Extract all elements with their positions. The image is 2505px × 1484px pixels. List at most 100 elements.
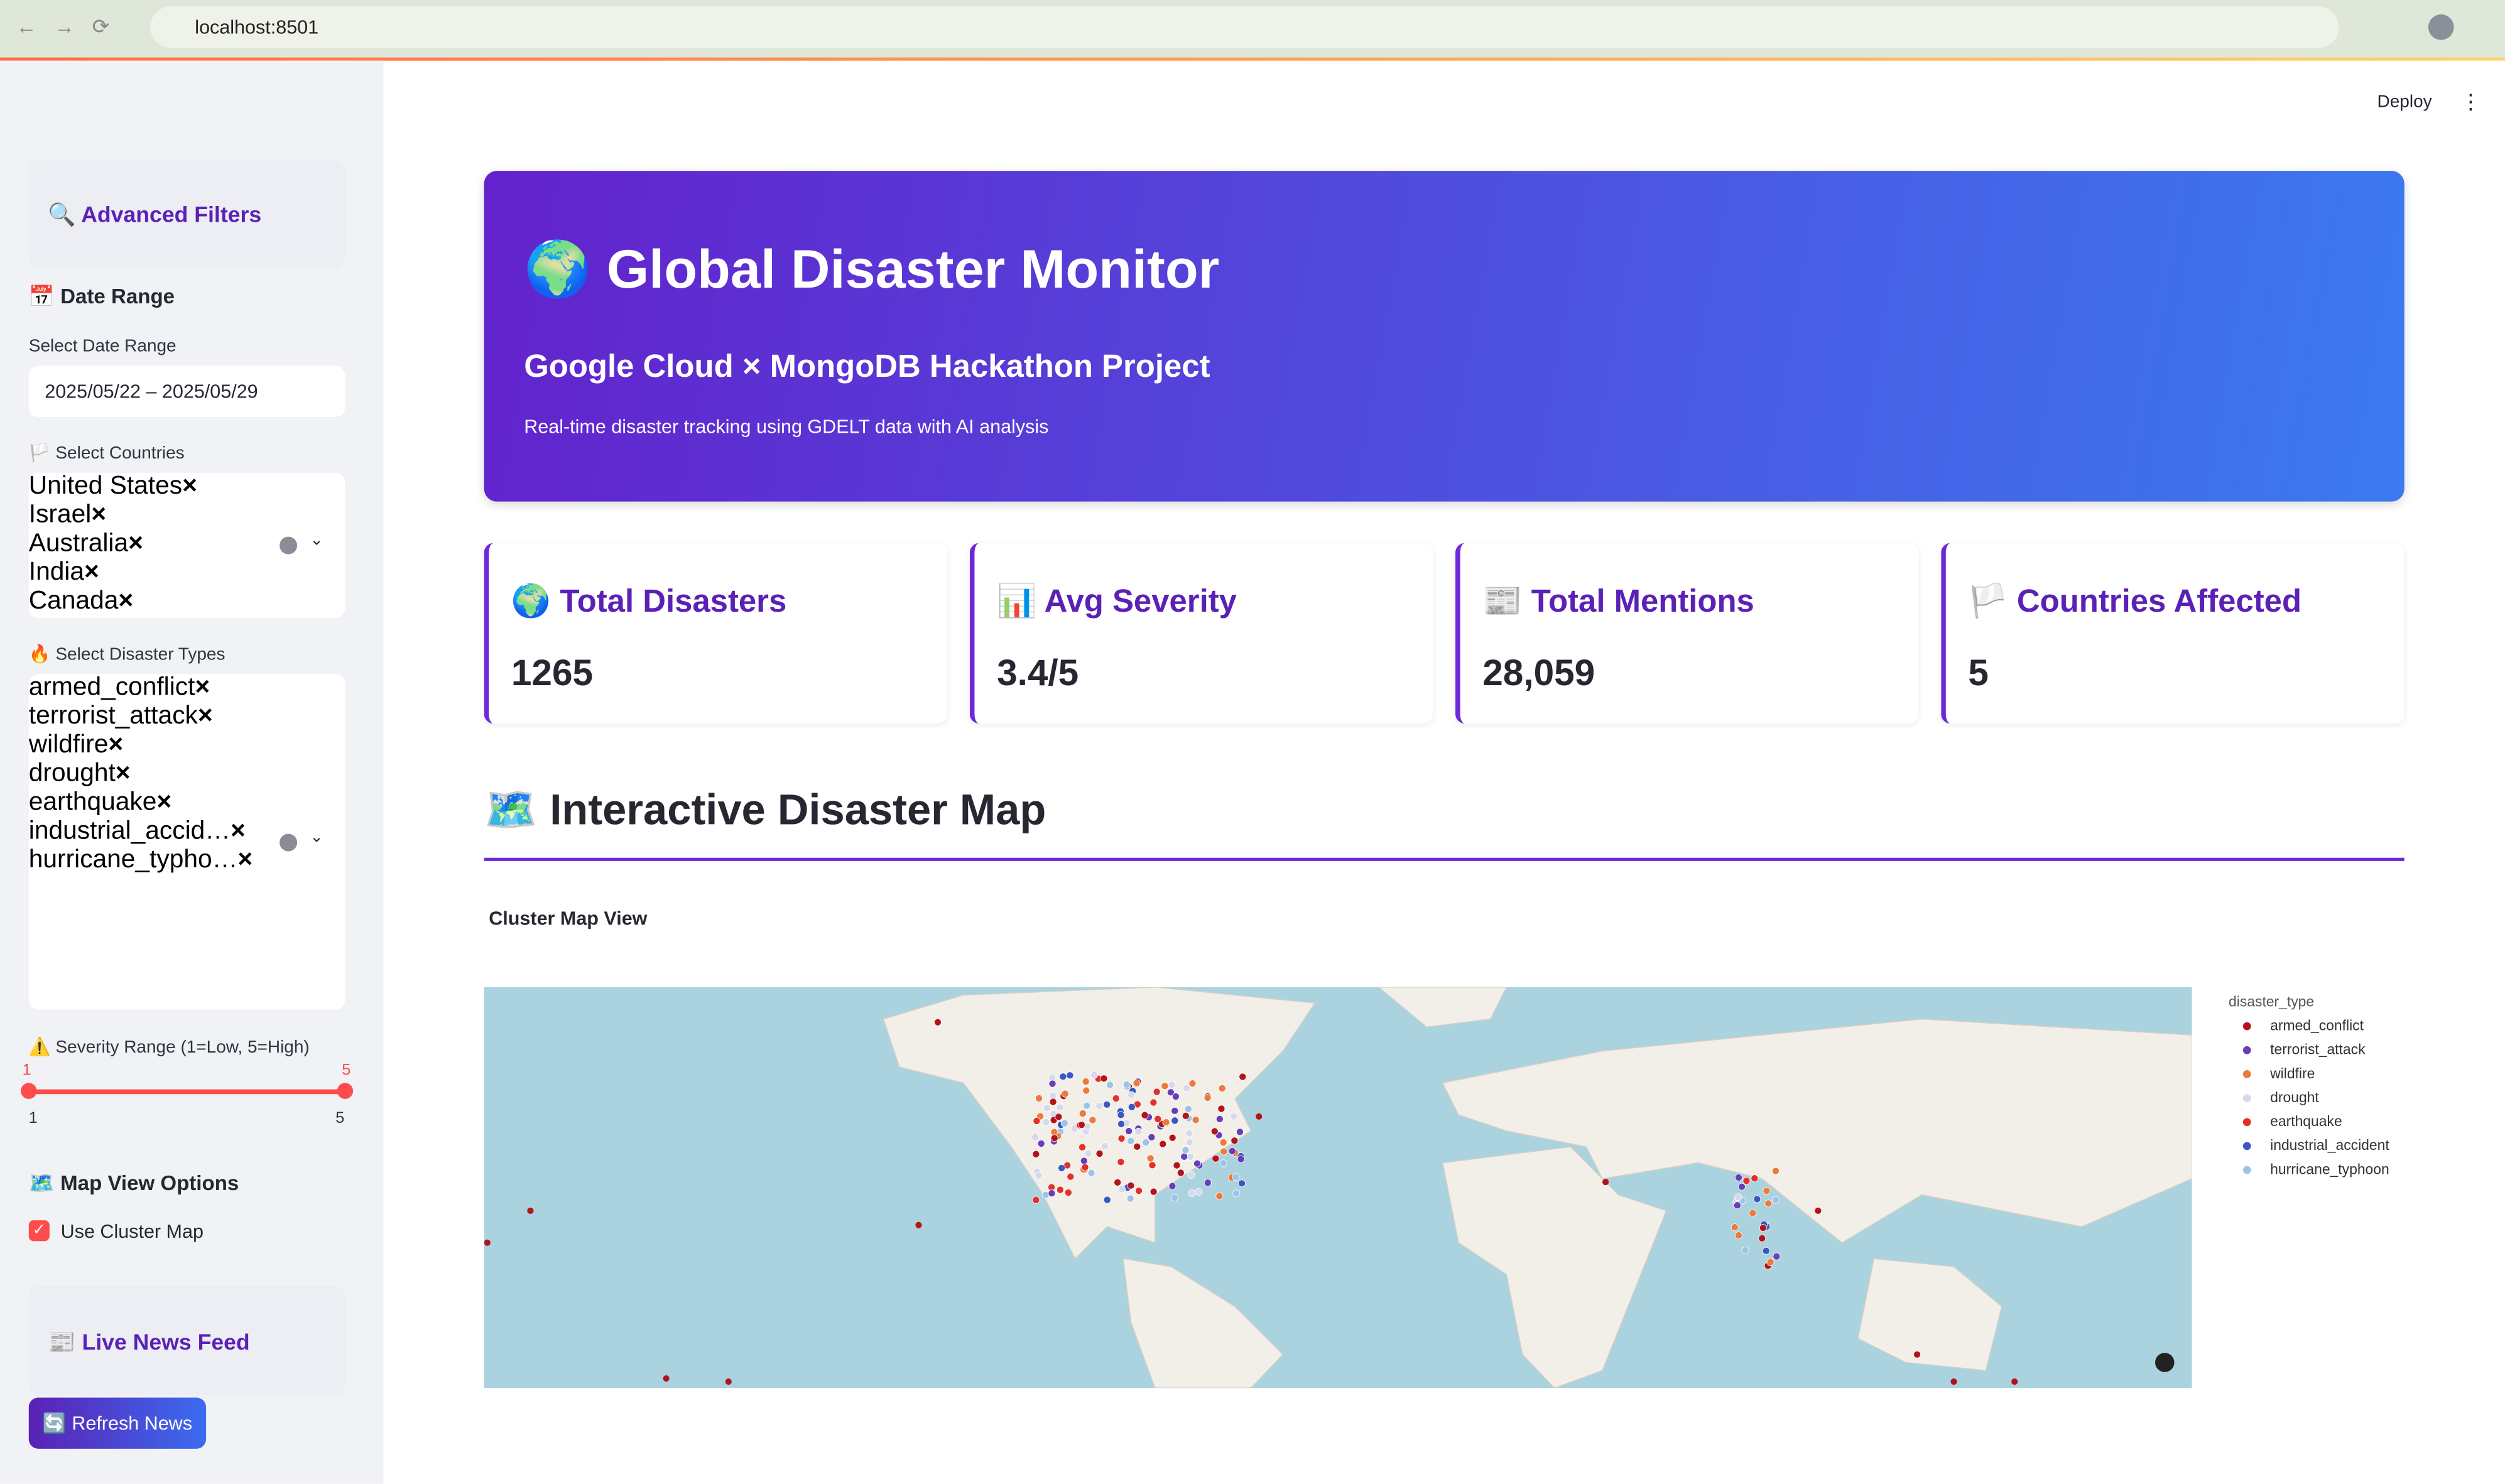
- map-marker: [1168, 1081, 1176, 1089]
- checkbox[interactable]: ✓: [28, 1220, 50, 1242]
- map-marker: [1185, 1138, 1193, 1146]
- slider-handle[interactable]: [337, 1083, 354, 1099]
- map-marker: [1171, 1117, 1179, 1125]
- map-marker: [1153, 1088, 1161, 1096]
- chip[interactable]: earthquake×: [29, 789, 345, 818]
- chip-label: wildfire: [28, 731, 109, 759]
- map-marker: [1232, 1173, 1240, 1181]
- map[interactable]: [484, 987, 2192, 1389]
- map-marker: [1215, 1115, 1224, 1123]
- map-marker: [1035, 1171, 1043, 1179]
- map-marker: [1764, 1200, 1773, 1208]
- profile[interactable]: [2428, 14, 2454, 40]
- chip-remove: ×: [237, 846, 253, 874]
- nav-buttons[interactable]: ← → ⟳: [16, 14, 110, 39]
- address-bar[interactable]: localhost:8501: [150, 6, 2339, 48]
- deploy-button[interactable]: Deploy: [2377, 92, 2432, 112]
- legend-swatch: [2242, 1118, 2251, 1127]
- menu[interactable]: ⋮: [2460, 89, 2481, 114]
- map-marker: [1090, 1071, 1098, 1079]
- map-marker: [1256, 1113, 1263, 1120]
- map-marker: [1184, 1105, 1192, 1113]
- date-input[interactable]: 2025/05/22 – 2025/05/29: [28, 366, 345, 417]
- map-marker: [1187, 1171, 1195, 1179]
- map-marker: [1106, 1081, 1114, 1089]
- info-icon[interactable]: [2155, 1353, 2175, 1372]
- chip-remove: ×: [108, 731, 124, 759]
- map-marker: [1043, 1103, 1051, 1112]
- map-marker: [1737, 1183, 1746, 1191]
- severity-label: ⚠️ Severity Range (1=Low, 5=High): [28, 1038, 310, 1058]
- refresh-button[interactable]: 🔄 Refresh News: [28, 1397, 207, 1449]
- map-marker: [1741, 1246, 1749, 1254]
- map-marker: [1048, 1080, 1057, 1088]
- map-marker: [1166, 1088, 1175, 1097]
- slider-range-max: 5: [335, 1110, 345, 1128]
- map-marker: [1061, 1090, 1069, 1098]
- map-marker: [1217, 1105, 1225, 1113]
- divider: [484, 857, 2404, 861]
- legend-item[interactable]: hurricane_typhoon: [2242, 1161, 2389, 1177]
- map-marker: [1180, 1152, 1188, 1161]
- clear-icon[interactable]: [280, 833, 298, 852]
- legend-item[interactable]: terrorist_attack: [2242, 1041, 2366, 1058]
- map-marker: [934, 1019, 942, 1026]
- map-marker: [1762, 1247, 1770, 1255]
- map-marker: [1127, 1137, 1135, 1145]
- loading-line: [0, 57, 2505, 61]
- legend-swatch: [2242, 1166, 2251, 1174]
- map-marker: [1033, 1117, 1041, 1125]
- chip[interactable]: industrial_accid…×: [29, 818, 345, 847]
- chip[interactable]: Australia×: [29, 530, 345, 559]
- map-marker: [1142, 1139, 1150, 1147]
- chip-label: India: [28, 559, 85, 587]
- map-marker: [1238, 1179, 1246, 1188]
- countries-select[interactable]: United States× Israel× Australia× India× Can…: [28, 472, 345, 619]
- legend-item[interactable]: drought: [2242, 1090, 2319, 1105]
- metric-card: 🌍 Total Disasters 1265: [484, 543, 948, 724]
- chip[interactable]: armed_conflict×: [29, 674, 345, 703]
- map-marker: [1112, 1095, 1120, 1103]
- dropdown-icon[interactable]: ⌄: [310, 829, 323, 847]
- map-marker: [725, 1378, 732, 1385]
- chip[interactable]: Israel×: [29, 502, 345, 531]
- map-marker: [1154, 1115, 1162, 1123]
- metric-value: 28,059: [1482, 651, 1595, 693]
- map-marker: [1602, 1179, 1609, 1186]
- legend-item[interactable]: wildfire: [2242, 1065, 2315, 1081]
- map-marker: [1089, 1116, 1097, 1124]
- map-marker: [1162, 1118, 1170, 1127]
- map-marker: [1215, 1192, 1224, 1200]
- map-marker: [1077, 1121, 1085, 1129]
- legend-item[interactable]: industrial_accident: [2242, 1137, 2389, 1153]
- chip[interactable]: India×: [29, 559, 345, 588]
- chip-label: United States: [28, 472, 183, 501]
- chip[interactable]: Canada×: [29, 588, 345, 617]
- map-marker: [1220, 1147, 1228, 1156]
- chip-remove: ×: [197, 703, 213, 730]
- legend-label: terrorist_attack: [2270, 1041, 2366, 1058]
- legend-item[interactable]: armed_conflict: [2242, 1017, 2364, 1034]
- chip[interactable]: wildfire×: [29, 732, 345, 761]
- types-select[interactable]: armed_conflict× terrorist_attack× wildfire…: [28, 674, 345, 1010]
- map-marker: [1060, 1119, 1068, 1127]
- map-marker: [1734, 1193, 1742, 1201]
- chip[interactable]: United States×: [29, 473, 345, 502]
- map-marker: [1188, 1080, 1197, 1088]
- chip[interactable]: terrorist_attack×: [29, 703, 345, 732]
- legend-item[interactable]: earthquake: [2242, 1113, 2342, 1129]
- map-marker: [1032, 1196, 1040, 1204]
- map-marker: [1212, 1154, 1220, 1162]
- dropdown-icon[interactable]: ⌄: [310, 531, 323, 550]
- map-marker: [1173, 1161, 1181, 1169]
- legend-swatch: [2242, 1022, 2251, 1031]
- chip[interactable]: hurricane_typho…×: [29, 847, 345, 875]
- map-marker: [1149, 1098, 1158, 1107]
- map-marker: [1134, 1127, 1143, 1135]
- slider-handle[interactable]: [21, 1083, 37, 1099]
- metric-value: 5: [1968, 651, 1989, 693]
- map-marker: [1117, 1111, 1125, 1119]
- clear-icon[interactable]: [280, 536, 298, 555]
- chip[interactable]: drought×: [29, 761, 345, 789]
